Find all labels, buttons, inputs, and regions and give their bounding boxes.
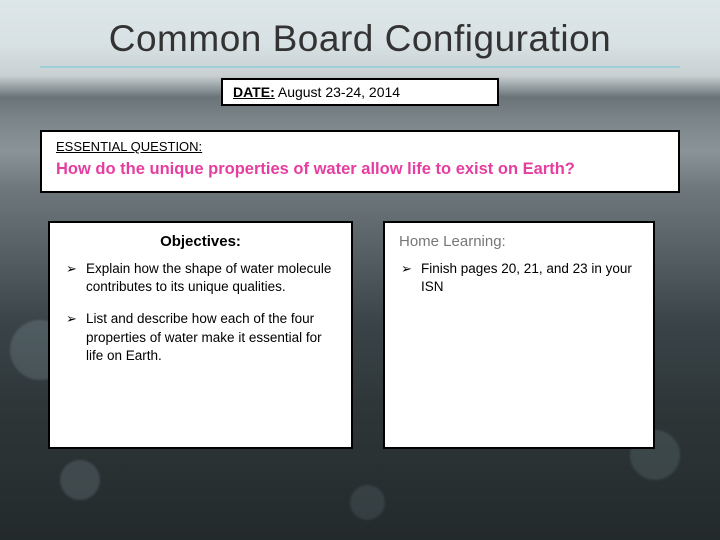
date-value: August 23-24, 2014 <box>278 84 400 100</box>
objectives-list: Explain how the shape of water molecule … <box>64 260 337 365</box>
list-item: List and describe how each of the four p… <box>64 310 337 365</box>
list-item: Finish pages 20, 21, and 23 in your ISN <box>399 260 639 296</box>
essential-question-label: ESSENTIAL QUESTION: <box>56 139 664 154</box>
page-title: Common Board Configuration <box>40 18 680 60</box>
title-underline <box>40 66 680 68</box>
date-box: DATE: August 23-24, 2014 <box>221 78 499 106</box>
date-label: DATE: <box>233 84 275 100</box>
essential-question-box: ESSENTIAL QUESTION: How do the unique pr… <box>40 130 680 193</box>
list-item: Explain how the shape of water molecule … <box>64 260 337 296</box>
home-learning-heading: Home Learning: <box>399 233 639 250</box>
slide: Common Board Configuration DATE: August … <box>0 0 720 540</box>
objectives-heading: Objectives: <box>64 233 337 250</box>
objectives-panel: Objectives: Explain how the shape of wat… <box>48 221 353 449</box>
home-learning-list: Finish pages 20, 21, and 23 in your ISN <box>399 260 639 296</box>
essential-question-text: How do the unique properties of water al… <box>56 160 664 179</box>
columns: Objectives: Explain how the shape of wat… <box>40 221 680 449</box>
home-learning-panel: Home Learning: Finish pages 20, 21, and … <box>383 221 655 449</box>
